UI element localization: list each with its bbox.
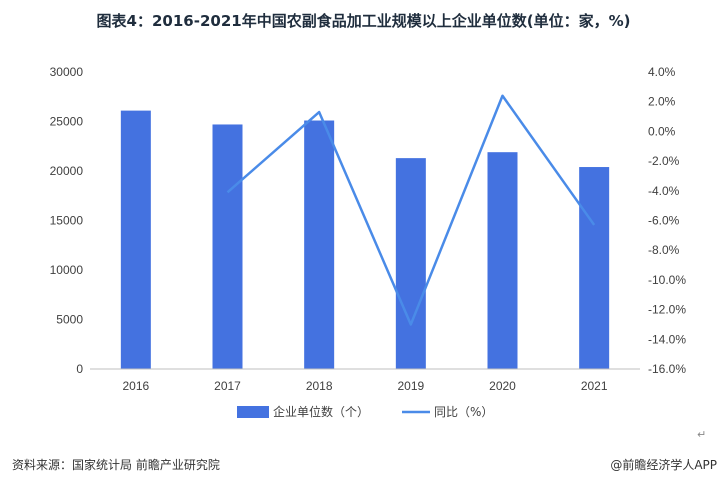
source-note: 资料来源：国家统计局 前瞻产业研究院 [12, 458, 220, 472]
y-left-tick-label: 15000 [50, 214, 84, 228]
y-axis-left: 0 5000 10000 15000 20000 25000 30000 [50, 65, 84, 376]
bar-2021 [579, 167, 610, 369]
y-right-tick-label: -8.0% [648, 243, 680, 257]
bar-2018 [304, 120, 335, 369]
x-tick-label: 2020 [489, 379, 516, 393]
bars-group [120, 110, 610, 370]
brand-label: @前瞻经济学人APP [610, 458, 717, 472]
bar-2020 [487, 152, 518, 369]
y-right-tick-label: -4.0% [648, 184, 680, 198]
y-right-tick-label: -10.0% [648, 273, 686, 287]
bar-2017 [212, 124, 243, 369]
y-right-tick-label: -12.0% [648, 303, 686, 317]
y-left-tick-label: 30000 [50, 65, 84, 79]
x-tick-label: 2018 [306, 379, 333, 393]
x-tick-label: 2019 [397, 379, 424, 393]
y-left-tick-label: 25000 [50, 115, 84, 129]
line-group [226, 94, 596, 326]
y-left-tick-label: 20000 [50, 164, 84, 178]
y-right-tick-label: -6.0% [648, 214, 680, 228]
y-right-tick-label: -14.0% [648, 332, 686, 346]
y-axis-right: -16.0% -14.0% -12.0% -10.0% -8.0% -6.0% -4.0% -… [648, 65, 686, 376]
return-mark: ↵ [697, 428, 707, 441]
y-left-tick-label: 5000 [56, 313, 83, 327]
legend: 企业单位数（个） 同比（%） [237, 404, 493, 419]
bar-2019 [395, 158, 426, 369]
legend-bar-label: 企业单位数（个） [273, 404, 369, 419]
y-left-tick-label: 10000 [50, 263, 84, 277]
x-tick-label: 2017 [214, 379, 241, 393]
x-tick-label: 2016 [122, 379, 149, 393]
yoy-line [226, 94, 596, 326]
x-tick-label: 2021 [581, 379, 608, 393]
chart-title: 图表4：2016-2021年中国农副食品加工业规模以上企业单位数(单位：家，%) [96, 12, 631, 30]
y-right-tick-label: -2.0% [648, 154, 680, 168]
y-right-tick-label: 2.0% [648, 95, 676, 109]
x-axis: 2016 2017 2018 2019 2020 2021 [90, 368, 640, 393]
legend-line-label: 同比（%） [434, 405, 493, 419]
legend-bar-swatch [237, 406, 269, 418]
y-left-tick-label: 0 [76, 362, 83, 376]
bar-2016 [120, 110, 151, 370]
y-right-tick-label: 4.0% [648, 65, 676, 79]
y-right-tick-label: -16.0% [648, 362, 686, 376]
y-right-tick-label: 0.0% [648, 124, 676, 138]
